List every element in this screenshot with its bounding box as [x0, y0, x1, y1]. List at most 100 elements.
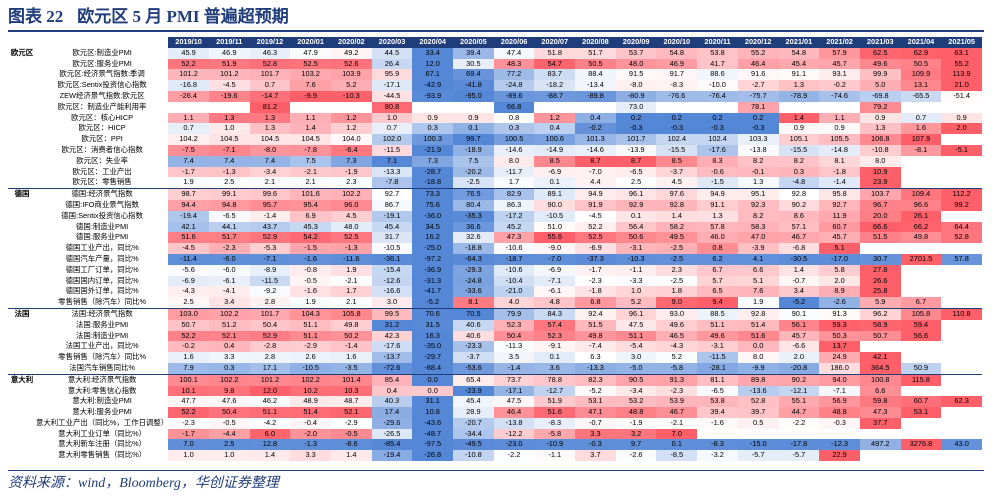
value-cell: 1.7	[330, 286, 372, 298]
indicator-label: 意大利工业订单（同比%）	[58, 428, 147, 438]
value-cell: 39.4	[453, 47, 494, 59]
value-cell: 102.4	[656, 134, 698, 145]
value-cell: 2.1	[290, 177, 331, 189]
value-cell: 6.8	[575, 297, 616, 309]
value-cell	[697, 429, 738, 440]
value-cell: -1.6	[290, 253, 331, 265]
value-cell: 67.1	[412, 69, 454, 81]
value-cell: 96.2	[859, 307, 901, 320]
value-cell: 0.0	[412, 385, 454, 397]
value-cell: 101.4	[330, 373, 372, 386]
value-cell: -1.1	[534, 450, 576, 462]
indicator-label: 意大利工业产出（同比%，工作日调整）	[36, 417, 169, 427]
value-cell: 91.1	[697, 199, 738, 211]
value-cell: -6.0	[208, 264, 250, 276]
value-cell: -8.3	[656, 80, 698, 91]
value-cell: -21.0	[493, 286, 535, 298]
value-cell: 51.4	[290, 407, 331, 418]
value-cell: 92.8	[737, 307, 779, 320]
value-cell: 50.5	[900, 58, 942, 70]
value-cell: 102.0	[371, 134, 413, 145]
value-cell: -1.6	[290, 286, 331, 298]
value-cell: -26.5	[371, 428, 413, 440]
value-cell: 52.5	[575, 232, 616, 244]
value-cell: -3.5	[330, 362, 372, 375]
value-cell: 47.0	[737, 232, 779, 244]
value-cell: 8.6	[778, 210, 820, 222]
value-cell: 47.4	[493, 47, 535, 59]
value-cell: 52.3	[493, 319, 535, 331]
value-cell: -1.3	[290, 439, 331, 451]
value-cell: 42.3	[371, 330, 413, 342]
indicator-label: 德国:制造业PMI	[76, 221, 129, 231]
value-cell: 13.1	[900, 80, 942, 91]
value-cell: 92.3	[737, 199, 779, 211]
value-cell: 0.4	[534, 123, 576, 135]
value-cell: -2.6	[615, 450, 657, 462]
indicator-label: 法国:服务业PMI	[76, 319, 129, 329]
value-cell	[941, 450, 982, 461]
value-cell: 45.4	[778, 58, 820, 70]
value-cell: -10.5	[290, 362, 331, 375]
value-cell: 8.1	[453, 297, 494, 309]
value-cell: 13.7	[819, 341, 860, 353]
value-cell: 8.2	[737, 155, 779, 167]
value-cell: -36.1	[371, 253, 413, 265]
value-cell: 30.5	[453, 58, 494, 70]
value-cell: -1.6	[697, 417, 738, 429]
country-label: 法国	[8, 307, 36, 375]
value-cell	[168, 102, 209, 113]
value-cell: -31.3	[412, 275, 454, 287]
value-cell: 48.0	[330, 221, 372, 233]
value-cell: -5.2	[778, 297, 820, 309]
value-cell: 91.5	[615, 69, 657, 81]
value-cell: -7.5	[168, 144, 209, 156]
value-cell: 45.9	[168, 47, 209, 59]
table-row: 欧元区：零售销售 1.9 2.5 2.1 2.1 2.3 -7.8 -18.8 -2.5 1.7 0…	[8, 177, 982, 189]
value-cell: -42.9	[412, 80, 454, 91]
month-header: 2020/03	[371, 37, 413, 48]
value-cell: -5.2	[412, 297, 454, 309]
value-cell: 10.9	[859, 166, 901, 178]
value-cell: 66.8	[493, 101, 535, 113]
value-cell: 100.8	[859, 373, 901, 386]
source-note: 资料来源：wind，Bloomberg，华创证券整理	[8, 470, 984, 497]
indicator-label: 德国国内订单，同比%	[65, 275, 139, 285]
value-cell: -9.2	[249, 286, 291, 298]
value-cell: 76.5	[453, 188, 494, 200]
value-cell: -2.1	[330, 275, 372, 287]
value-cell: -4.5	[575, 210, 616, 222]
value-cell: -2.5	[453, 177, 494, 189]
value-cell: 85.4	[371, 373, 413, 386]
value-cell: 8.0	[859, 155, 901, 167]
value-cell: -2.2	[778, 417, 820, 429]
value-cell: 45.4	[371, 221, 413, 233]
value-cell: 59.8	[859, 396, 901, 408]
value-cell: 112.2	[941, 188, 982, 200]
table-row: 欧元区:Sentix投资信心指数 -16.8 -4.5 0.7 7.6 5.2 -17.1-…	[8, 80, 982, 91]
value-cell: 23.9	[859, 177, 901, 189]
value-cell: -0.3	[615, 123, 657, 135]
value-cell: 49.8	[330, 319, 372, 331]
value-cell: 102.2	[330, 188, 372, 200]
value-cell: -7.0	[534, 253, 576, 265]
value-cell: 11.9	[819, 210, 860, 222]
value-cell: 48.8	[615, 407, 657, 418]
value-cell: 96.6	[900, 199, 942, 211]
header-blank	[36, 37, 169, 48]
value-cell: 80.4	[453, 199, 494, 211]
value-cell: 90.2	[778, 199, 820, 211]
value-cell: -2.1	[656, 417, 698, 429]
value-cell: 1.4	[330, 450, 372, 462]
value-cell: 1.9	[290, 297, 331, 309]
value-cell: -43.6	[412, 417, 454, 429]
value-cell: -5.6	[168, 264, 209, 276]
value-cell: -17.6	[697, 144, 738, 156]
value-cell: 52.5	[290, 58, 331, 70]
pmi-heatmap-table: 2019/10 2019/11 2019/12 2020/01 2020/02 2020/…	[8, 37, 982, 462]
value-cell: -4.5	[208, 80, 250, 91]
value-cell: 95.1	[737, 188, 779, 200]
value-cell: 50.7	[859, 330, 901, 342]
value-cell: 3.4	[778, 286, 820, 298]
value-cell: 45.7	[778, 330, 820, 342]
